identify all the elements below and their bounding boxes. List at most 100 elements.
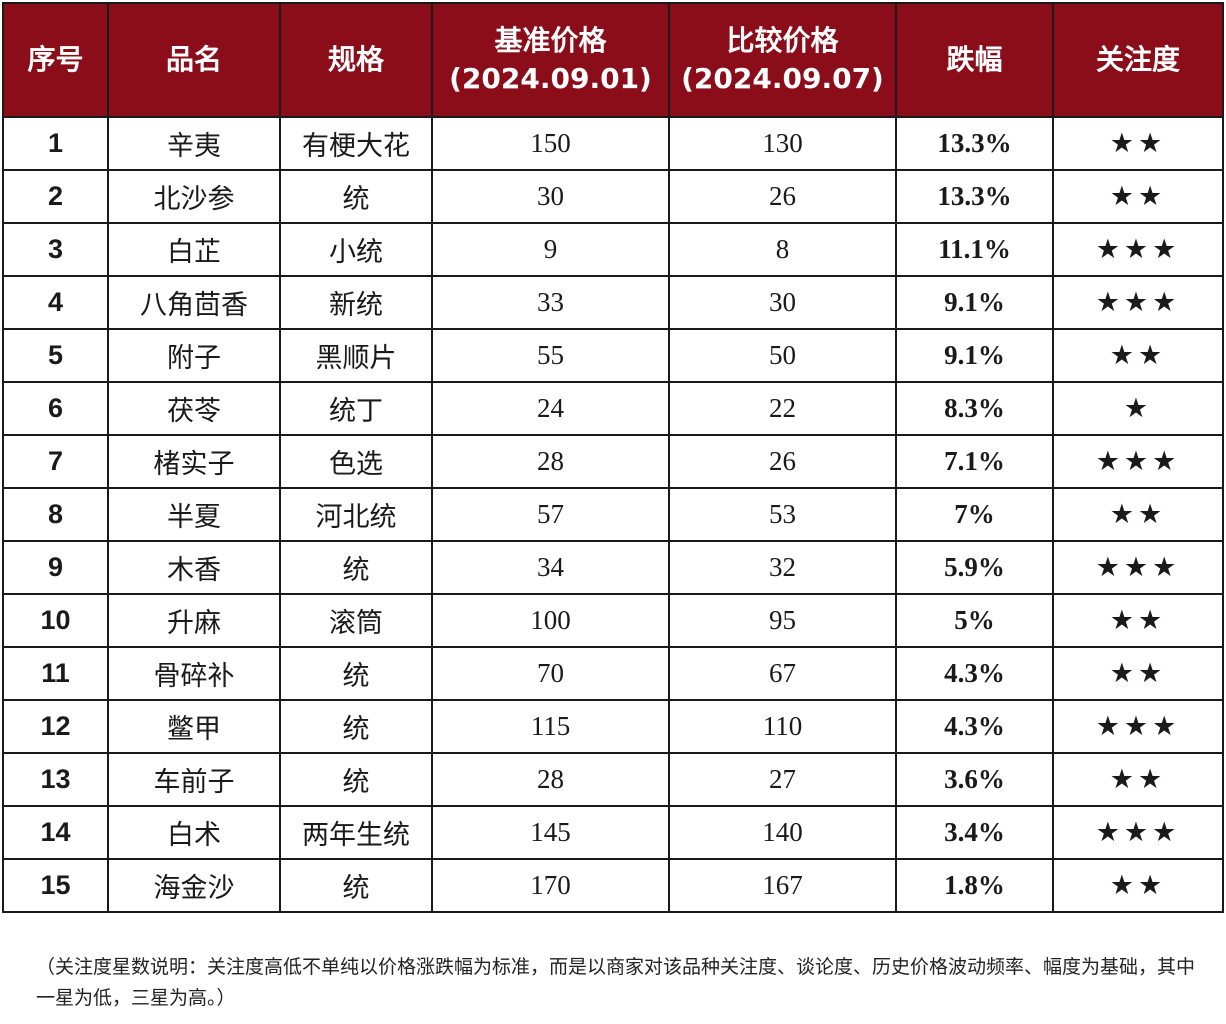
row-base-price: 145	[431, 805, 670, 860]
row-drop: 1.8%	[895, 858, 1054, 913]
row-base-price: 34	[431, 540, 670, 595]
row-spec: 统	[279, 858, 433, 913]
row-name: 楮实子	[107, 434, 281, 489]
row-base-price: 30	[431, 169, 670, 224]
row-name: 半夏	[107, 487, 281, 542]
row-name: 升麻	[107, 593, 281, 648]
row-base-price: 70	[431, 646, 670, 701]
table-row: 9 木香统 34 32 5.9% ★★★	[2, 540, 1224, 595]
row-compare-price: 167	[668, 858, 897, 913]
row-base-price: 150	[431, 116, 670, 171]
row-name: 北沙参	[107, 169, 281, 224]
row-spec: 统丁	[279, 381, 433, 436]
row-compare-price: 30	[668, 275, 897, 330]
row-name: 车前子	[107, 752, 281, 807]
row-compare-price: 50	[668, 328, 897, 383]
row-name: 木香	[107, 540, 281, 595]
header-name: 品名	[107, 2, 281, 118]
row-compare-price: 8	[668, 222, 897, 277]
table-row: 2 北沙参统 30 26 13.3% ★★	[2, 169, 1224, 224]
row-compare-price: 26	[668, 434, 897, 489]
row-attention-stars: ★★★	[1052, 540, 1224, 595]
table-row: 10 升麻 滚筒 100 95 5% ★★	[2, 593, 1224, 648]
row-name: 骨碎补	[107, 646, 281, 701]
table-row: 1 辛夷 有梗大花 150 130 13.3% ★★	[2, 116, 1224, 171]
row-attention-stars: ★★	[1052, 646, 1224, 701]
row-drop: 4.3%	[895, 646, 1054, 701]
row-base-price: 57	[431, 487, 670, 542]
row-compare-price: 32	[668, 540, 897, 595]
row-index: 13	[2, 752, 109, 807]
row-index: 11	[2, 646, 109, 701]
row-attention-stars: ★★	[1052, 116, 1224, 171]
row-spec: 河北统	[279, 487, 433, 542]
row-index: 1	[2, 116, 109, 171]
row-base-price: 24	[431, 381, 670, 436]
row-index: 9	[2, 540, 109, 595]
row-drop: 7%	[895, 487, 1054, 542]
row-spec: 统	[279, 752, 433, 807]
row-name: 鳖甲	[107, 699, 281, 754]
table-row: 13 车前子统 28 27 3.6% ★★	[2, 752, 1224, 807]
table-body: 1 辛夷 有梗大花 150 130 13.3% ★★ 2 北沙参统 30 26 13.3% ★★ 3 白芷小…	[2, 116, 1224, 913]
row-name: 白芷	[107, 222, 281, 277]
row-attention-stars: ★★	[1052, 487, 1224, 542]
row-drop: 5.9%	[895, 540, 1054, 595]
row-compare-price: 95	[668, 593, 897, 648]
row-base-price: 115	[431, 699, 670, 754]
row-spec: 两年生统	[279, 805, 433, 860]
header-attention: 关注度	[1052, 2, 1224, 118]
row-base-price: 33	[431, 275, 670, 330]
row-compare-price: 67	[668, 646, 897, 701]
row-spec: 黑顺片	[279, 328, 433, 383]
row-compare-price: 140	[668, 805, 897, 860]
row-attention-stars: ★★	[1052, 858, 1224, 913]
row-spec: 色选	[279, 434, 433, 489]
row-index: 7	[2, 434, 109, 489]
table-row: 15 海金沙统 170 167 1.8% ★★	[2, 858, 1224, 913]
header-row: 序号 品名 规格 基准价格 (2024.09.01) 比较价格 (2024.09…	[2, 2, 1224, 118]
row-base-price: 55	[431, 328, 670, 383]
row-index: 2	[2, 169, 109, 224]
row-attention-stars: ★★	[1052, 169, 1224, 224]
table-row: 3 白芷 小统 9 8 11.1% ★★★	[2, 222, 1224, 277]
table-row: 7 楮实子 色选 28 26 7.1% ★★★	[2, 434, 1224, 489]
row-base-price: 9	[431, 222, 670, 277]
row-index: 10	[2, 593, 109, 648]
row-compare-price: 110	[668, 699, 897, 754]
row-drop: 11.1%	[895, 222, 1054, 277]
row-index: 6	[2, 381, 109, 436]
attention-footnote: （关注度星数说明：关注度高低不单纯以价格涨跌幅为标准，而是以商家对该品种关注度、…	[36, 956, 1196, 1009]
row-spec: 小统	[279, 222, 433, 277]
row-drop: 9.1%	[895, 328, 1054, 383]
header-index: 序号	[2, 2, 109, 118]
row-attention-stars: ★★★	[1052, 805, 1224, 860]
row-spec: 新统	[279, 275, 433, 330]
row-attention-stars: ★★	[1052, 328, 1224, 383]
row-base-price: 28	[431, 434, 670, 489]
table-row: 14 白术 两年生统 145 140 3.4% ★★★	[2, 805, 1224, 860]
row-index: 4	[2, 275, 109, 330]
row-index: 15	[2, 858, 109, 913]
row-index: 3	[2, 222, 109, 277]
row-drop: 3.4%	[895, 805, 1054, 860]
row-spec: 统	[279, 699, 433, 754]
table-row: 11 骨碎补统 70 67 4.3% ★★	[2, 646, 1224, 701]
row-name: 辛夷	[107, 116, 281, 171]
row-attention-stars: ★★	[1052, 752, 1224, 807]
row-spec: 滚筒	[279, 593, 433, 648]
row-name: 海金沙	[107, 858, 281, 913]
row-name: 茯苓	[107, 381, 281, 436]
header-compare-price-date: (2024.09.07)	[681, 62, 884, 95]
row-drop: 7.1%	[895, 434, 1054, 489]
row-name: 附子	[107, 328, 281, 383]
row-attention-stars: ★★★	[1052, 222, 1224, 277]
row-compare-price: 27	[668, 752, 897, 807]
header-base-price: 基准价格 (2024.09.01)	[431, 2, 670, 118]
header-compare-price-label: 比较价格	[726, 24, 839, 57]
table-row: 12 鳖甲统 115 110 4.3% ★★★	[2, 699, 1224, 754]
table-row: 8 半夏 河北统 57 53 7% ★★	[2, 487, 1224, 542]
row-attention-stars: ★★★	[1052, 275, 1224, 330]
row-spec: 统	[279, 646, 433, 701]
row-compare-price: 53	[668, 487, 897, 542]
